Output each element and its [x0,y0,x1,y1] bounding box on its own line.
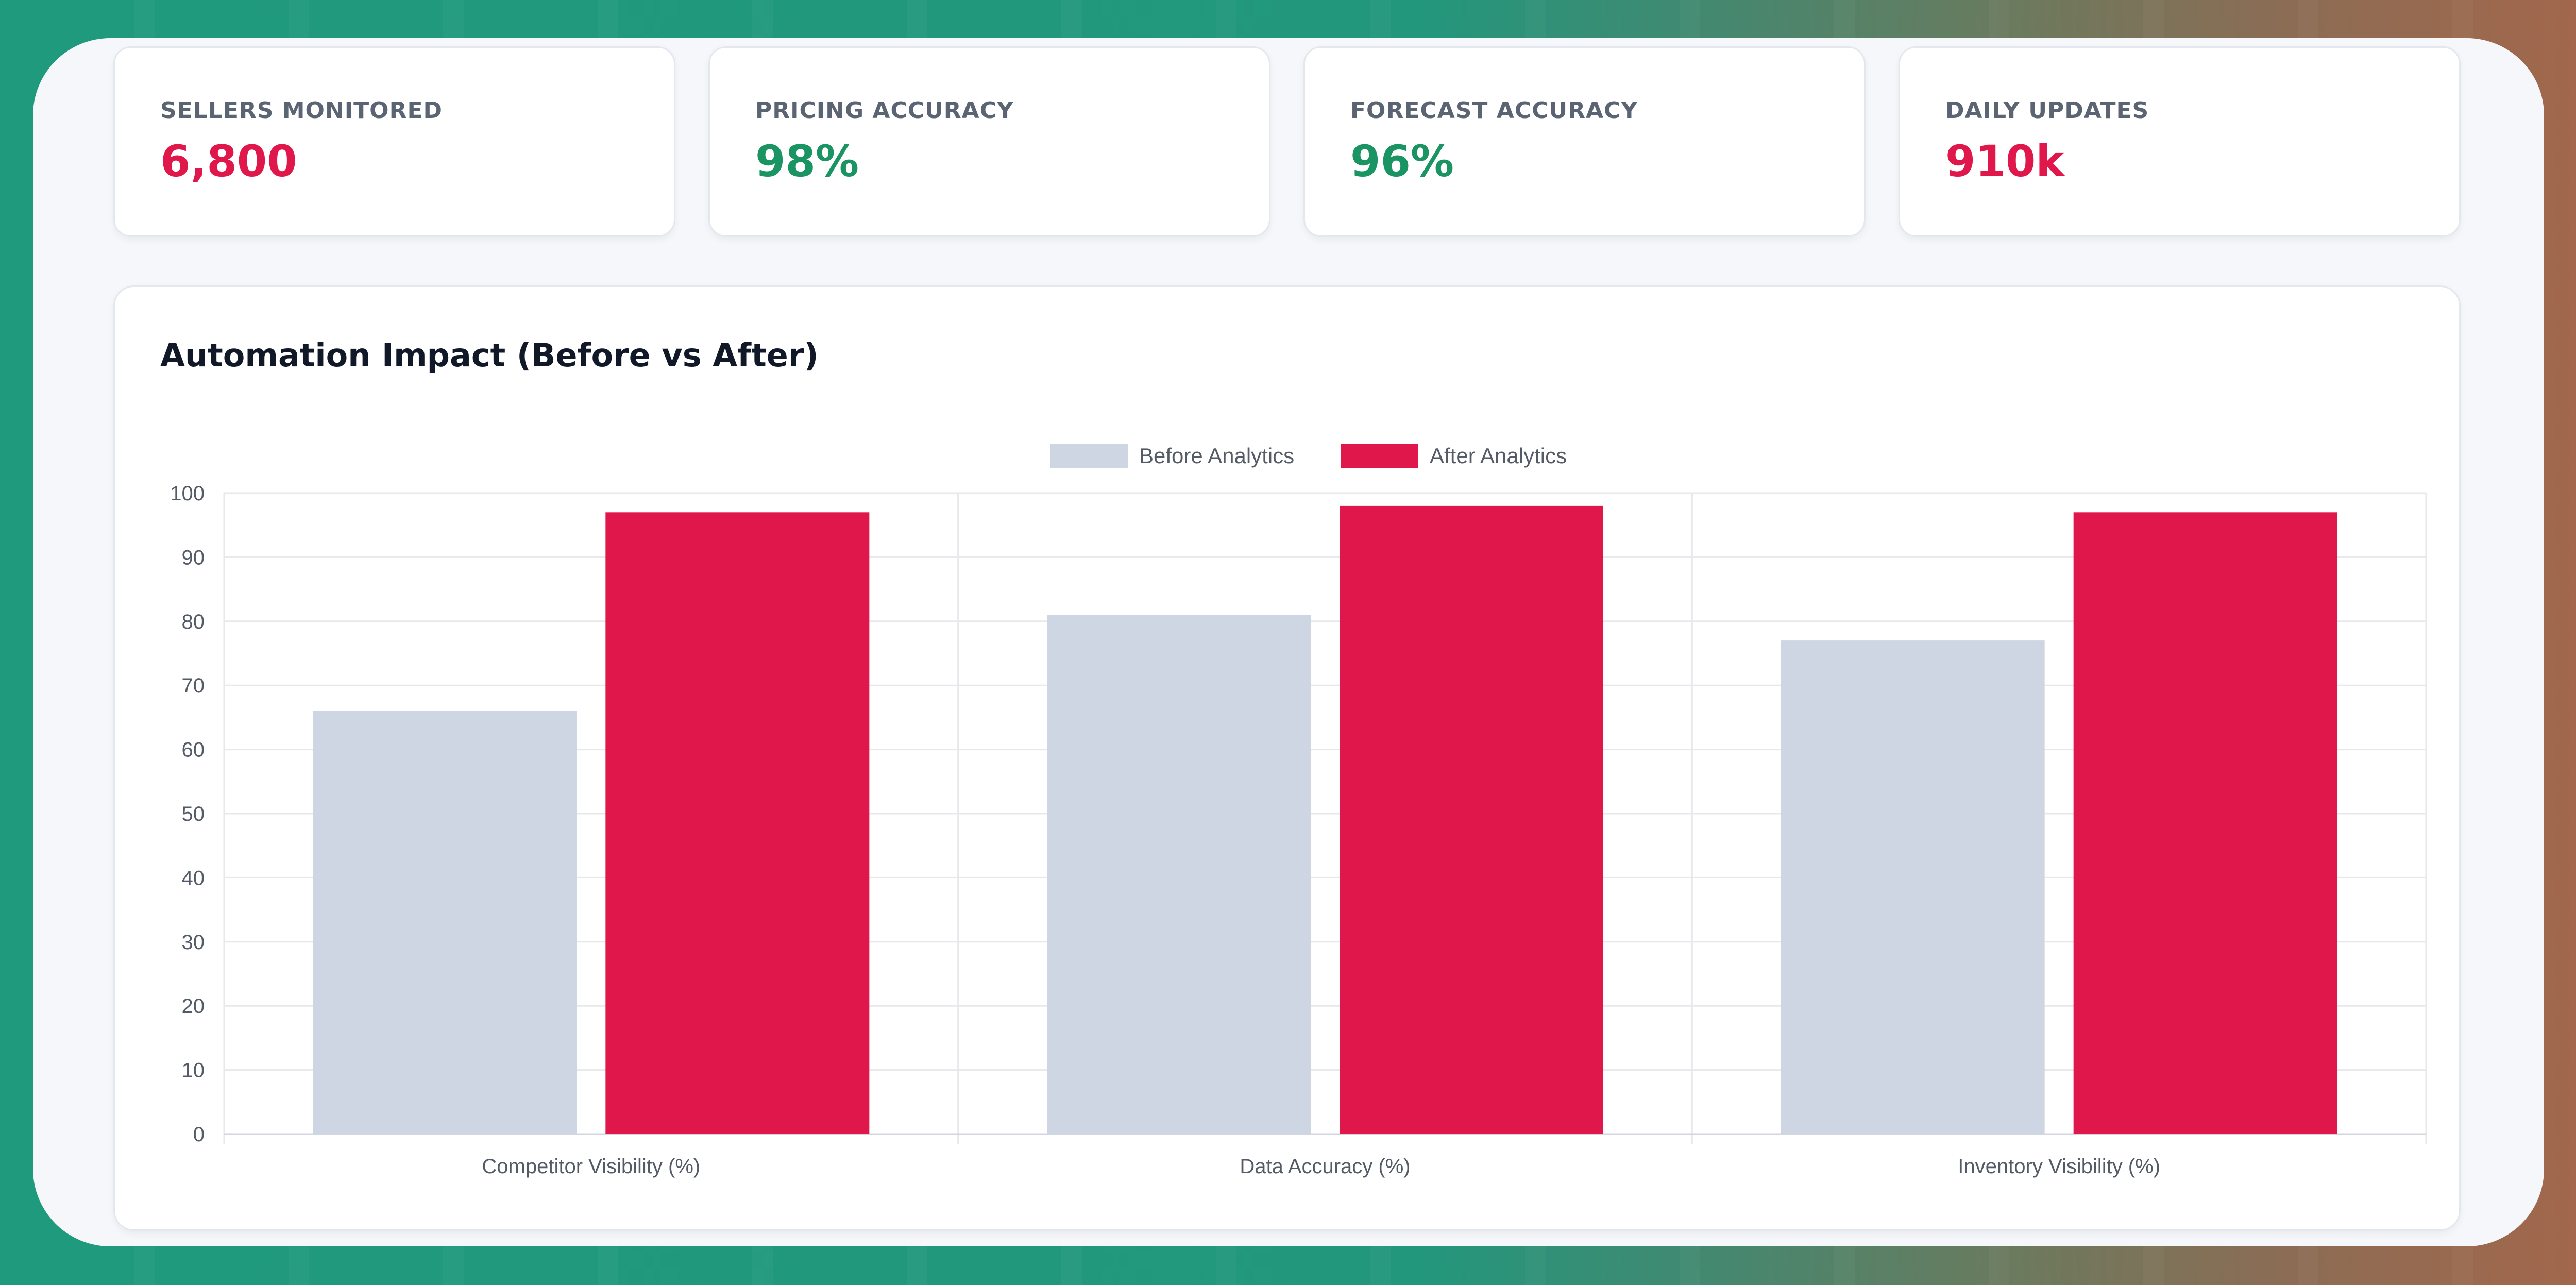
bar-after [605,512,870,1134]
y-tick-label: 70 [182,674,205,697]
x-category-label: Competitor Visibility (%) [482,1155,700,1178]
kpi-value: 910k [1945,136,2065,187]
chart-card: Automation Impact (Before vs After) 0 10 2… [113,285,2461,1231]
kpi-label: PRICING ACCURACY [755,97,1014,124]
bar-before [1047,615,1311,1134]
bar-before [313,711,577,1134]
y-tick-label: 10 [182,1059,205,1082]
y-tick-label: 60 [182,739,205,762]
kpi-card-daily-updates: DAILY UPDATES 910k [1899,46,2461,237]
x-category-label: Data Accuracy (%) [1240,1155,1410,1178]
y-tick-label: 20 [182,995,205,1018]
y-tick-label: 40 [182,867,205,889]
bar-chart: 0 10 20 30 40 50 60 70 80 90 100 Competitor Visibil… [170,444,2427,1178]
bar-after [2073,512,2337,1134]
kpi-label: SELLERS MONITORED [160,97,443,124]
kpi-card-forecast-accuracy: FORECAST ACCURACY 96% [1303,46,1866,237]
legend-label: Before Analytics [1139,444,1294,468]
kpi-value: 96% [1350,136,1454,187]
chart-title: Automation Impact (Before vs After) [160,336,819,374]
kpi-card-sellers-monitored: SELLERS MONITORED 6,800 [113,46,675,237]
kpi-card-pricing-accuracy: PRICING ACCURACY 98% [708,46,1270,237]
y-tick-label: 30 [182,931,205,954]
x-category-label: Inventory Visibility (%) [1958,1155,2160,1178]
kpi-label: FORECAST ACCURACY [1350,97,1638,124]
legend-swatch [1050,444,1128,468]
kpi-label: DAILY UPDATES [1945,97,2149,124]
y-tick-label: 90 [182,546,205,569]
y-tick-label: 50 [182,803,205,825]
y-tick-label: 80 [182,611,205,633]
kpi-row: SELLERS MONITORED 6,800 PRICING ACCURACY… [113,46,2461,237]
kpi-value: 6,800 [160,136,297,187]
legend-swatch [1341,444,1418,468]
dashboard-panel: SELLERS MONITORED 6,800 PRICING ACCURACY… [33,38,2544,1246]
bar-after [1340,505,1603,1134]
legend-label: After Analytics [1430,444,1567,468]
kpi-value: 98% [755,136,859,187]
y-tick-label: 0 [193,1123,205,1146]
bar-before [1781,640,2045,1134]
y-tick-label: 100 [170,482,205,505]
